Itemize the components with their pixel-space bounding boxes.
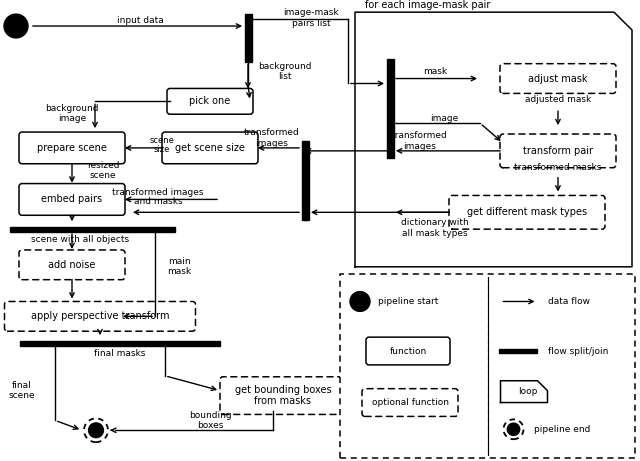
Circle shape	[84, 419, 108, 442]
Circle shape	[4, 14, 28, 38]
FancyBboxPatch shape	[366, 337, 450, 365]
Polygon shape	[355, 12, 632, 267]
Text: pipeline end: pipeline end	[534, 425, 590, 434]
Text: pipeline start: pipeline start	[378, 297, 438, 306]
Text: transform pair: transform pair	[523, 146, 593, 156]
Text: loop: loop	[518, 387, 538, 396]
Bar	[499, 349, 536, 354]
Text: optional function: optional function	[371, 398, 449, 407]
Text: scene: scene	[150, 136, 175, 146]
Text: dictionary with
all mask types: dictionary with all mask types	[401, 219, 469, 238]
Bar	[301, 141, 308, 220]
Text: size: size	[154, 145, 170, 154]
Text: adjust mask: adjust mask	[528, 74, 588, 83]
FancyBboxPatch shape	[19, 183, 125, 215]
FancyBboxPatch shape	[500, 134, 616, 168]
FancyBboxPatch shape	[340, 274, 635, 458]
FancyBboxPatch shape	[220, 377, 346, 414]
Circle shape	[350, 291, 370, 311]
Text: prepare scene: prepare scene	[37, 143, 107, 153]
Bar	[10, 227, 175, 231]
FancyBboxPatch shape	[19, 250, 125, 280]
Text: get scene size: get scene size	[175, 143, 245, 153]
Circle shape	[508, 423, 520, 436]
Bar	[387, 59, 394, 158]
FancyBboxPatch shape	[4, 301, 195, 331]
Text: apply perspective transform: apply perspective transform	[31, 311, 169, 321]
Text: image-mask
pairs list: image-mask pairs list	[283, 8, 339, 28]
Text: final masks: final masks	[94, 349, 146, 357]
Text: for each image-mask pair: for each image-mask pair	[365, 0, 490, 10]
Text: background
image: background image	[45, 104, 99, 123]
Text: flow split/join: flow split/join	[547, 347, 608, 355]
Text: embed pairs: embed pairs	[42, 195, 102, 204]
Text: image: image	[430, 114, 458, 123]
Text: final
scene: final scene	[9, 381, 35, 400]
Text: function: function	[389, 347, 427, 355]
FancyBboxPatch shape	[167, 89, 253, 114]
Bar	[20, 341, 220, 346]
Text: pick one: pick one	[189, 96, 230, 106]
Text: transformed
images: transformed images	[244, 128, 300, 148]
Text: add noise: add noise	[48, 260, 96, 270]
Text: scene with all objects: scene with all objects	[31, 235, 129, 243]
Text: adjusted mask: adjusted mask	[525, 95, 591, 104]
Text: transformed
images: transformed images	[392, 131, 448, 151]
Text: input data: input data	[116, 16, 163, 24]
Text: bounding
boxes: bounding boxes	[189, 411, 231, 430]
FancyBboxPatch shape	[362, 389, 458, 416]
Text: background
list: background list	[258, 62, 312, 81]
FancyBboxPatch shape	[162, 132, 258, 164]
FancyBboxPatch shape	[449, 195, 605, 229]
Text: and masks: and masks	[134, 197, 182, 206]
Text: mask: mask	[423, 67, 447, 76]
Text: resized
scene: resized scene	[87, 161, 120, 180]
Text: transformed images: transformed images	[112, 188, 204, 197]
Text: get bounding boxes
from masks: get bounding boxes from masks	[235, 385, 332, 407]
FancyBboxPatch shape	[19, 132, 125, 164]
FancyBboxPatch shape	[500, 64, 616, 94]
Text: main
mask: main mask	[167, 257, 191, 277]
Polygon shape	[500, 381, 547, 402]
Text: get different mask types: get different mask types	[467, 207, 587, 217]
Circle shape	[88, 423, 104, 437]
Bar	[244, 14, 252, 62]
Circle shape	[504, 420, 524, 439]
Text: transformed masks: transformed masks	[515, 163, 602, 172]
Text: data flow: data flow	[547, 297, 589, 306]
